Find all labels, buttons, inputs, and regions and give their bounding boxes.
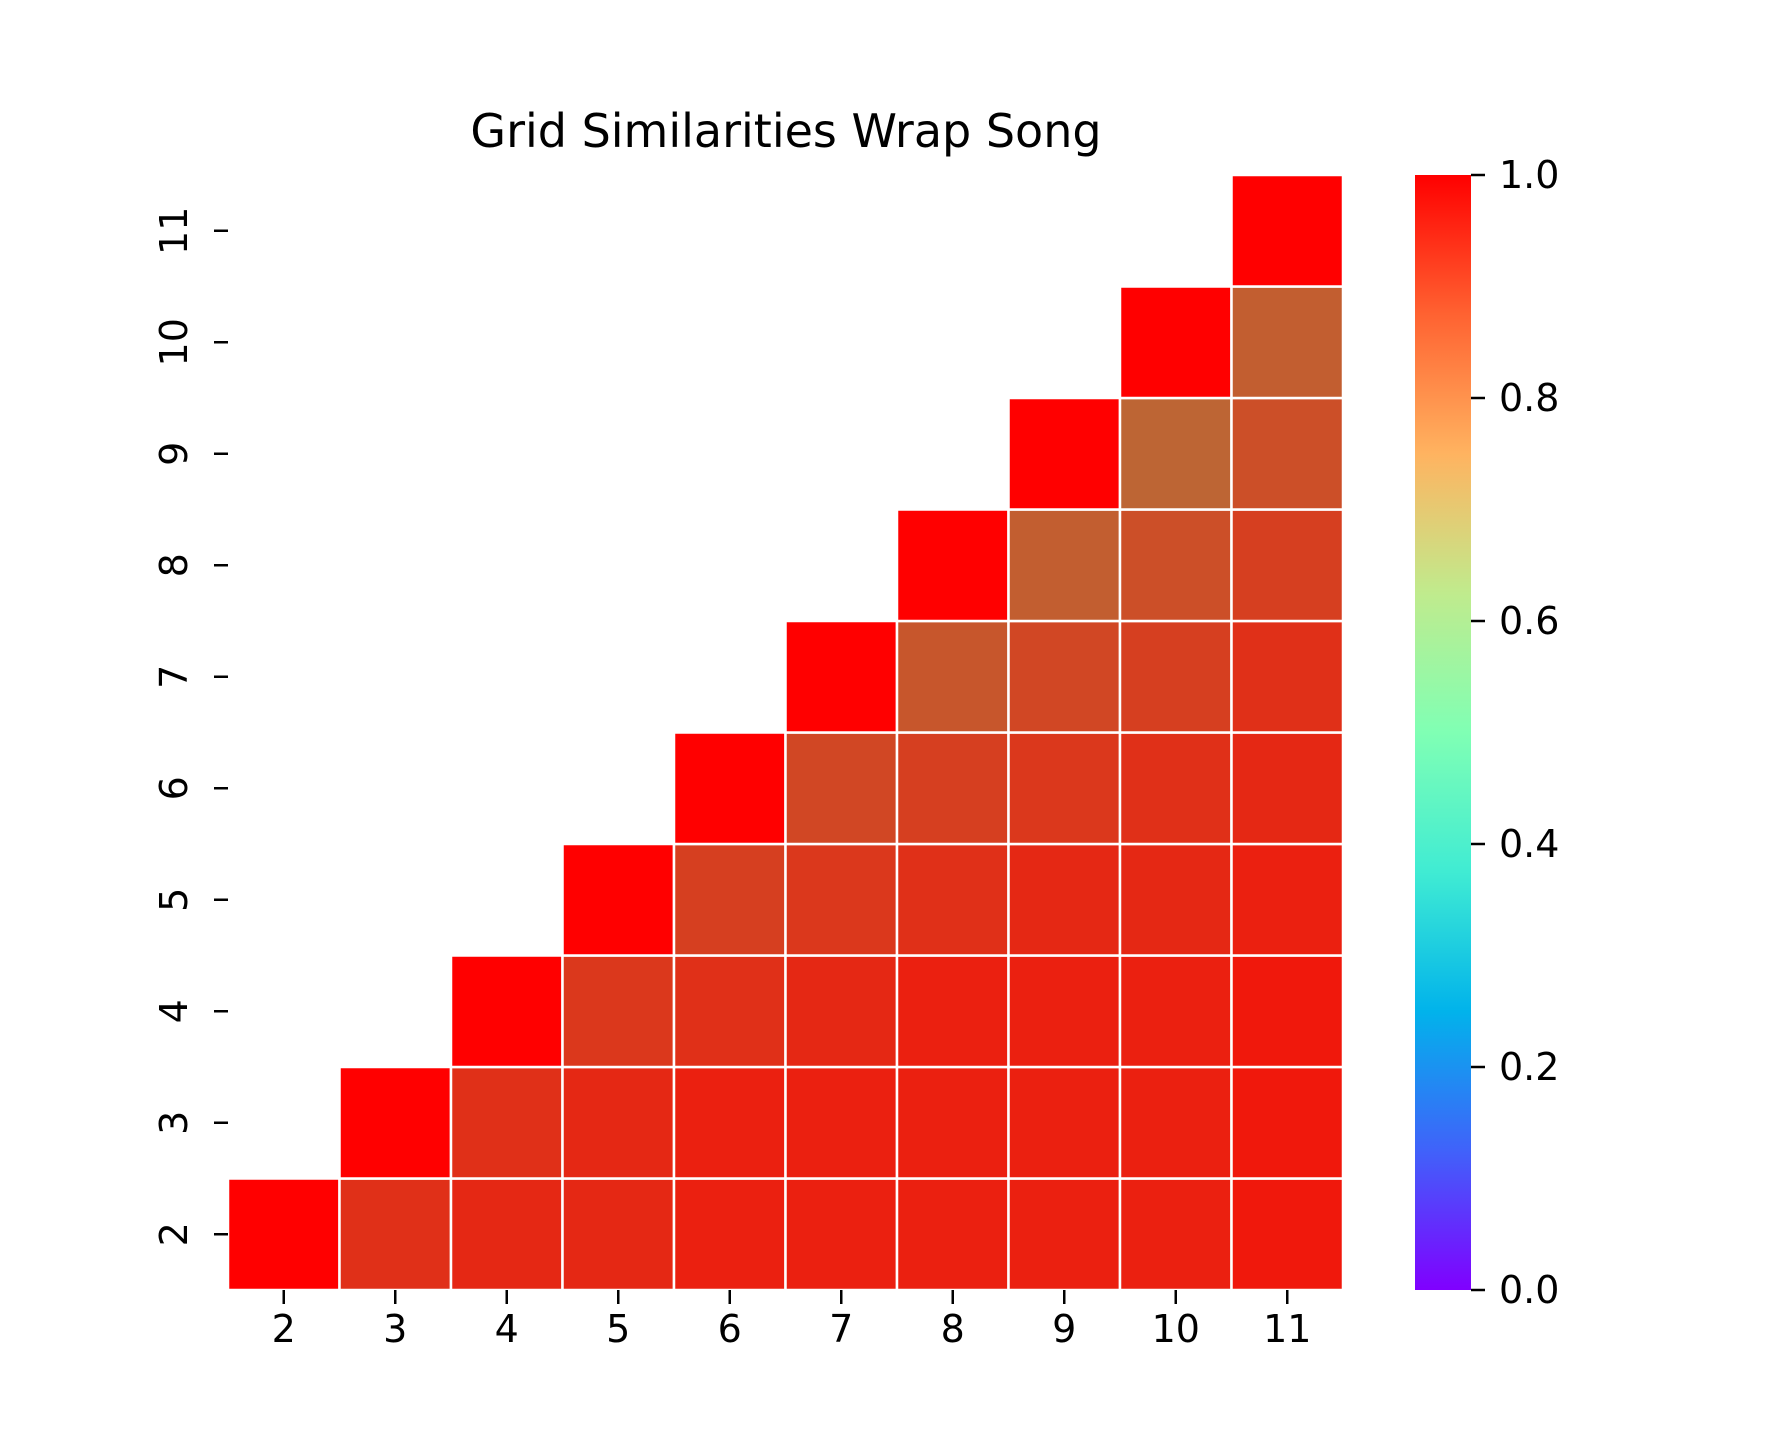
y-tick-label: 7	[152, 665, 196, 689]
x-tick-label: 3	[383, 1307, 407, 1351]
heatmap-cell-2-11	[1230, 1177, 1345, 1292]
heatmap-cell-9-10	[1118, 396, 1233, 511]
heatmap-cell-3-6	[672, 1065, 787, 1180]
x-tick-label: 4	[495, 1307, 519, 1351]
heatmap-cell-2-7	[784, 1177, 899, 1292]
heatmap-cell-4-4	[449, 954, 564, 1069]
y-tick-label: 2	[152, 1222, 196, 1246]
heatmap-cell-9-9	[1007, 396, 1122, 511]
heatmap-cell-6-11	[1230, 731, 1345, 846]
heatmap-cell-5-11	[1230, 842, 1345, 957]
heatmap-cell-8-11	[1230, 508, 1345, 623]
heatmap-cell-2-2	[226, 1177, 341, 1292]
heatmap-cell-6-7	[784, 731, 899, 846]
heatmap-cell-6-6	[672, 731, 787, 846]
y-tick-label: 5	[152, 888, 196, 912]
heatmap-cell-9-11	[1230, 396, 1345, 511]
heatmap-cell-10-10	[1118, 285, 1233, 400]
y-tick-label: 10	[152, 318, 196, 366]
heatmap-cell-3-9	[1007, 1065, 1122, 1180]
x-tick-label: 6	[718, 1307, 742, 1351]
x-tick-label: 8	[941, 1307, 965, 1351]
colorbar-tick-label: 0.4	[1499, 822, 1559, 866]
heatmap-cell-5-5	[561, 842, 676, 957]
y-tick-label: 6	[152, 776, 196, 800]
colorbar-tick-label: 0.8	[1499, 376, 1559, 420]
heatmap-cell-5-8	[895, 842, 1010, 957]
heatmap-cell-7-7	[784, 619, 899, 734]
heatmap-cell-2-6	[672, 1177, 787, 1292]
heatmap-cell-4-10	[1118, 954, 1233, 1069]
y-tick-label: 11	[152, 207, 196, 255]
heatmap-cell-8-8	[895, 508, 1010, 623]
heatmap-cell-4-8	[895, 954, 1010, 1069]
heatmap-cell-4-11	[1230, 954, 1345, 1069]
heatmap-cell-4-6	[672, 954, 787, 1069]
heatmap-cell-10-11	[1230, 285, 1345, 400]
x-tick-label: 7	[829, 1307, 853, 1351]
y-tick-label: 9	[152, 442, 196, 466]
heatmap-cell-3-4	[449, 1065, 564, 1180]
colorbar-gradient	[1415, 175, 1471, 1290]
heatmap-cell-3-5	[561, 1065, 676, 1180]
heatmap-cell-8-10	[1118, 508, 1233, 623]
heatmap-cell-3-11	[1230, 1065, 1345, 1180]
heatmap-cell-4-9	[1007, 954, 1122, 1069]
y-tick-label: 3	[152, 1111, 196, 1135]
y-tick-label: 8	[152, 553, 196, 577]
heatmap-cell-2-5	[561, 1177, 676, 1292]
heatmap-cell-11-11	[1230, 173, 1345, 288]
heatmap-cell-5-10	[1118, 842, 1233, 957]
heatmap-cell-5-6	[672, 842, 787, 957]
heatmap-cell-6-10	[1118, 731, 1233, 846]
x-tick-label: 5	[606, 1307, 630, 1351]
colorbar-tick-label: 0.0	[1499, 1268, 1559, 1312]
heatmap-cell-6-8	[895, 731, 1010, 846]
heatmap-cell-5-7	[784, 842, 899, 957]
heatmap-cell-4-5	[561, 954, 676, 1069]
colorbar-tick-label: 1.0	[1499, 153, 1559, 197]
heatmap-cell-3-7	[784, 1065, 899, 1180]
y-axis: 2 3 4 5 6 7 8 9 10 11	[152, 207, 228, 1246]
heatmap-cell-3-3	[338, 1065, 453, 1180]
heatmap-cell-2-3	[338, 1177, 453, 1292]
colorbar: 0.0 0.2 0.4 0.6 0.8 1.0	[1415, 153, 1559, 1312]
heatmap-cell-7-11	[1230, 619, 1345, 734]
x-tick-label: 11	[1263, 1307, 1311, 1351]
heatmap-cell-6-9	[1007, 731, 1122, 846]
heatmap-cell-2-4	[449, 1177, 564, 1292]
heatmap-cell-7-9	[1007, 619, 1122, 734]
x-tick-label: 2	[272, 1307, 296, 1351]
heatmap-cell-4-7	[784, 954, 899, 1069]
heatmap-cell-7-10	[1118, 619, 1233, 734]
heatmap-cell-3-10	[1118, 1065, 1233, 1180]
colorbar-tick-label: 0.2	[1499, 1045, 1559, 1089]
x-tick-label: 9	[1052, 1307, 1076, 1351]
colorbar-tick-label: 0.6	[1499, 599, 1559, 643]
heatmap-cell-7-8	[895, 619, 1010, 734]
heatmap-cell-2-8	[895, 1177, 1010, 1292]
y-tick-label: 4	[152, 999, 196, 1023]
heatmap-cell-3-8	[895, 1065, 1010, 1180]
x-axis: 2 3 4 5 6 7 8 9 10 11	[272, 1290, 1311, 1351]
heatmap-cells	[226, 173, 1345, 1292]
x-tick-label: 10	[1152, 1307, 1200, 1351]
heatmap-cell-2-10	[1118, 1177, 1233, 1292]
heatmap-cell-2-9	[1007, 1177, 1122, 1292]
heatmap-cell-5-9	[1007, 842, 1122, 957]
chart-title: Grid Similarities Wrap Song	[470, 104, 1101, 158]
heatmap-cell-8-9	[1007, 508, 1122, 623]
